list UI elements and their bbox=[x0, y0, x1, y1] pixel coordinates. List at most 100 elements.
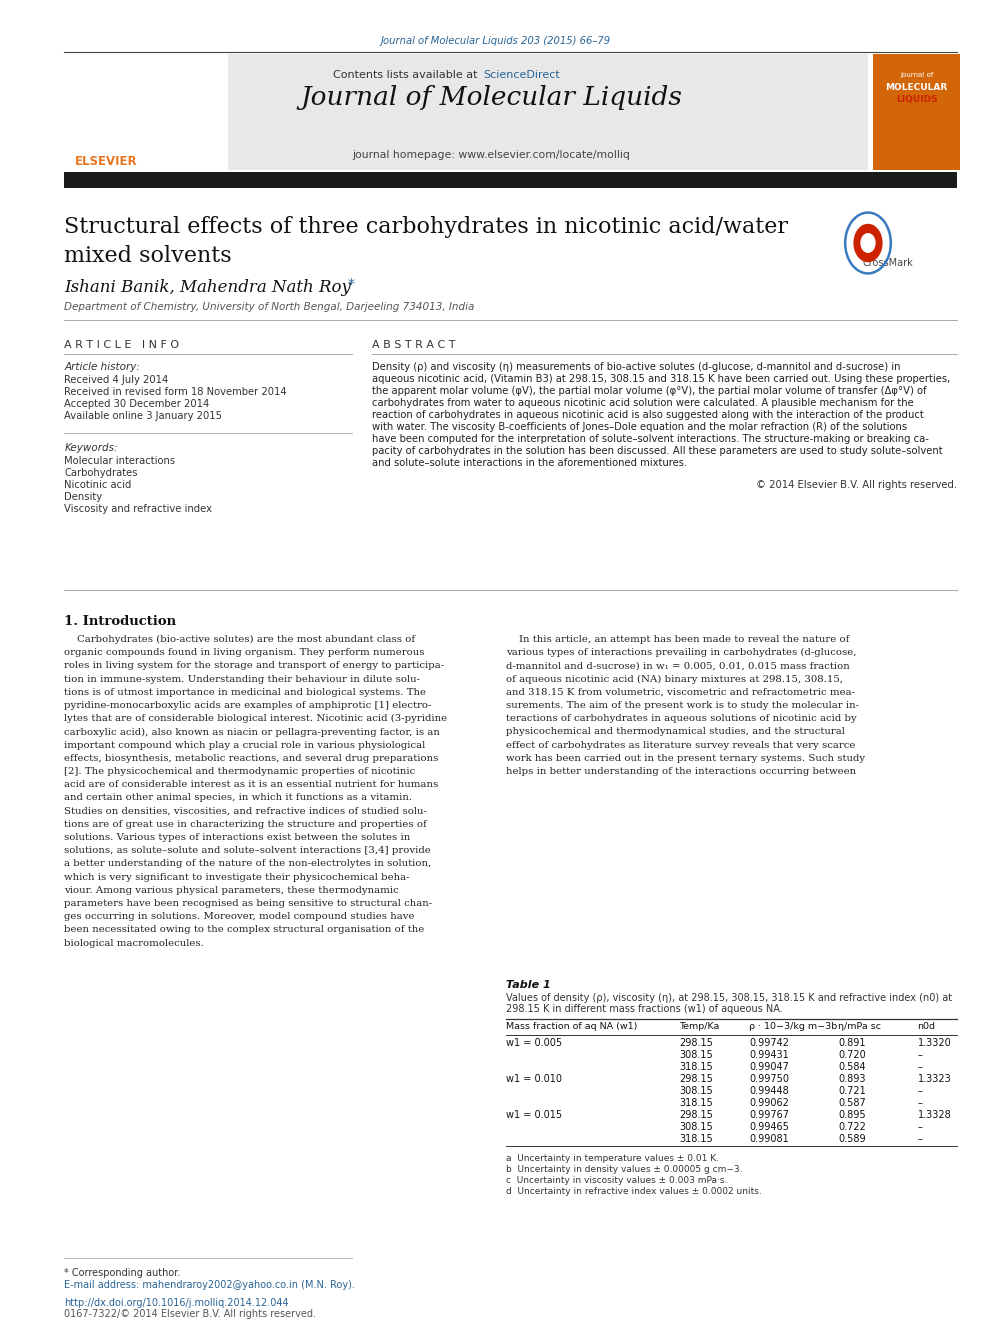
Bar bbox=[873, 54, 960, 169]
Text: have been computed for the interpretation of solute–solvent interactions. The st: have been computed for the interpretatio… bbox=[372, 434, 929, 445]
Text: 0.587: 0.587 bbox=[838, 1098, 866, 1107]
Text: A B S T R A C T: A B S T R A C T bbox=[372, 340, 455, 351]
Text: 1.3323: 1.3323 bbox=[918, 1074, 951, 1084]
Circle shape bbox=[861, 234, 875, 253]
Text: E-mail address: mahendraroy2002@yahoo.co.in (M.N. Roy).: E-mail address: mahendraroy2002@yahoo.co… bbox=[64, 1279, 355, 1290]
Text: 0.99465: 0.99465 bbox=[749, 1122, 789, 1132]
Text: ELSEVIER: ELSEVIER bbox=[74, 155, 137, 168]
Text: journal homepage: www.elsevier.com/locate/molliq: journal homepage: www.elsevier.com/locat… bbox=[352, 149, 630, 160]
Text: 1.3328: 1.3328 bbox=[918, 1110, 951, 1121]
Text: 0.895: 0.895 bbox=[838, 1110, 866, 1121]
Text: pacity of carbohydrates in the solution has been discussed. All these parameters: pacity of carbohydrates in the solution … bbox=[372, 446, 942, 456]
Text: Contents lists available at: Contents lists available at bbox=[333, 70, 481, 79]
Text: 0167-7322/© 2014 Elsevier B.V. All rights reserved.: 0167-7322/© 2014 Elsevier B.V. All right… bbox=[64, 1308, 316, 1319]
Text: –: – bbox=[918, 1050, 923, 1060]
Text: viour. Among various physical parameters, these thermodynamic: viour. Among various physical parameters… bbox=[64, 886, 399, 894]
Text: been necessitated owing to the complex structural organisation of the: been necessitated owing to the complex s… bbox=[64, 925, 425, 934]
Text: solutions. Various types of interactions exist between the solutes in: solutions. Various types of interactions… bbox=[64, 833, 411, 841]
Text: various types of interactions prevailing in carbohydrates (d-glucose,: various types of interactions prevailing… bbox=[506, 648, 856, 658]
Text: [2]. The physicochemical and thermodynamic properties of nicotinic: [2]. The physicochemical and thermodynam… bbox=[64, 767, 416, 777]
Text: tion in immune-system. Understanding their behaviour in dilute solu-: tion in immune-system. Understanding the… bbox=[64, 675, 421, 684]
Bar bbox=[64, 172, 957, 188]
Text: © 2014 Elsevier B.V. All rights reserved.: © 2014 Elsevier B.V. All rights reserved… bbox=[756, 480, 957, 490]
Text: 1.3320: 1.3320 bbox=[918, 1039, 951, 1048]
Text: 0.893: 0.893 bbox=[838, 1074, 866, 1084]
Text: –: – bbox=[918, 1122, 923, 1132]
Text: –: – bbox=[918, 1062, 923, 1072]
Text: 308.15: 308.15 bbox=[680, 1122, 713, 1132]
Text: 318.15: 318.15 bbox=[680, 1062, 713, 1072]
Text: –: – bbox=[918, 1086, 923, 1095]
Text: solutions, as solute–solute and solute–solvent interactions [3,4] provide: solutions, as solute–solute and solute–s… bbox=[64, 847, 432, 855]
Text: Carbohydrates (bio-active solutes) are the most abundant class of: Carbohydrates (bio-active solutes) are t… bbox=[64, 635, 416, 644]
Text: ScienceDirect: ScienceDirect bbox=[483, 70, 559, 79]
Text: Carbohydrates: Carbohydrates bbox=[64, 468, 138, 478]
Text: –: – bbox=[918, 1098, 923, 1107]
Text: teractions of carbohydrates in aqueous solutions of nicotinic acid by: teractions of carbohydrates in aqueous s… bbox=[506, 714, 857, 724]
Text: Molecular interactions: Molecular interactions bbox=[64, 456, 176, 466]
Text: http://dx.doi.org/10.1016/j.molliq.2014.12.044: http://dx.doi.org/10.1016/j.molliq.2014.… bbox=[64, 1298, 289, 1308]
Text: of aqueous nicotinic acid (NA) binary mixtures at 298.15, 308.15,: of aqueous nicotinic acid (NA) binary mi… bbox=[506, 675, 843, 684]
Text: *: * bbox=[347, 277, 354, 291]
Text: acid are of considerable interest as it is an essential nutrient for humans: acid are of considerable interest as it … bbox=[64, 781, 438, 790]
Text: pyridine-monocarboxylic acids are examples of amphiprotic [1] electro-: pyridine-monocarboxylic acids are exampl… bbox=[64, 701, 432, 710]
Text: physicochemical and thermodynamical studies, and the structural: physicochemical and thermodynamical stud… bbox=[506, 728, 845, 737]
Text: 318.15: 318.15 bbox=[680, 1098, 713, 1107]
Text: A R T I C L E   I N F O: A R T I C L E I N F O bbox=[64, 340, 180, 351]
Bar bbox=[228, 54, 868, 169]
Text: organic compounds found in living organism. They perform numerous: organic compounds found in living organi… bbox=[64, 648, 425, 658]
Text: Ishani Banik, Mahendra Nath Roy: Ishani Banik, Mahendra Nath Roy bbox=[64, 279, 351, 296]
Text: surements. The aim of the present work is to study the molecular in-: surements. The aim of the present work i… bbox=[506, 701, 859, 710]
Text: 0.721: 0.721 bbox=[838, 1086, 866, 1095]
Text: Accepted 30 December 2014: Accepted 30 December 2014 bbox=[64, 400, 209, 409]
Text: 1. Introduction: 1. Introduction bbox=[64, 615, 177, 628]
Text: carboxylic acid), also known as niacin or pellagra-preventing factor, is an: carboxylic acid), also known as niacin o… bbox=[64, 728, 440, 737]
Text: 0.99047: 0.99047 bbox=[749, 1062, 789, 1072]
Text: Department of Chemistry, University of North Bengal, Darjeeling 734013, India: Department of Chemistry, University of N… bbox=[64, 302, 475, 312]
Text: Received in revised form 18 November 2014: Received in revised form 18 November 201… bbox=[64, 388, 287, 397]
Text: w1 = 0.015: w1 = 0.015 bbox=[506, 1110, 562, 1121]
Text: which is very significant to investigate their physicochemical beha-: which is very significant to investigate… bbox=[64, 873, 410, 881]
Text: –: – bbox=[918, 1134, 923, 1144]
Text: 298.15: 298.15 bbox=[680, 1110, 713, 1121]
Text: 298.15: 298.15 bbox=[680, 1074, 713, 1084]
Text: MOLECULAR: MOLECULAR bbox=[886, 83, 947, 93]
Text: and solute–solute interactions in the aforementioned mixtures.: and solute–solute interactions in the af… bbox=[372, 458, 687, 468]
Text: 0.99081: 0.99081 bbox=[749, 1134, 789, 1144]
Text: Structural effects of three carbohydrates in nicotinic acid/water: Structural effects of three carbohydrate… bbox=[64, 216, 789, 238]
Text: 318.15: 318.15 bbox=[680, 1134, 713, 1144]
Text: Table 1: Table 1 bbox=[506, 980, 551, 990]
Text: 298.15 K in different mass fractions (w1) of aqueous NA.: 298.15 K in different mass fractions (w1… bbox=[506, 1004, 783, 1013]
Text: ρ · 10−3/kg m−3b: ρ · 10−3/kg m−3b bbox=[749, 1021, 837, 1031]
Text: 0.99750: 0.99750 bbox=[749, 1074, 789, 1084]
Text: carbohydrates from water to aqueous nicotinic acid solution were calculated. A p: carbohydrates from water to aqueous nico… bbox=[372, 398, 914, 407]
Text: and certain other animal species, in which it functions as a vitamin.: and certain other animal species, in whi… bbox=[64, 794, 413, 803]
Text: parameters have been recognised as being sensitive to structural chan-: parameters have been recognised as being… bbox=[64, 900, 433, 908]
Text: In this article, an attempt has been made to reveal the nature of: In this article, an attempt has been mad… bbox=[506, 635, 849, 644]
Text: Article history:: Article history: bbox=[64, 363, 140, 372]
Text: * Corresponding author.: * Corresponding author. bbox=[64, 1267, 181, 1278]
Text: 308.15: 308.15 bbox=[680, 1050, 713, 1060]
Text: Viscosity and refractive index: Viscosity and refractive index bbox=[64, 504, 212, 515]
Text: 0.722: 0.722 bbox=[838, 1122, 866, 1132]
Text: b  Uncertainty in density values ± 0.00005 g cm−3.: b Uncertainty in density values ± 0.0000… bbox=[506, 1166, 742, 1174]
Text: w1 = 0.005: w1 = 0.005 bbox=[506, 1039, 562, 1048]
Text: 0.584: 0.584 bbox=[838, 1062, 866, 1072]
Text: 0.589: 0.589 bbox=[838, 1134, 866, 1144]
Text: with water. The viscosity B-coefficients of Jones–Dole equation and the molar re: with water. The viscosity B-coefficients… bbox=[372, 422, 907, 433]
Text: 308.15: 308.15 bbox=[680, 1086, 713, 1095]
Text: the apparent molar volume (φV), the partial molar volume (φ°V), the partial mola: the apparent molar volume (φV), the part… bbox=[372, 386, 927, 396]
Text: reaction of carbohydrates in aqueous nicotinic acid is also suggested along with: reaction of carbohydrates in aqueous nic… bbox=[372, 410, 924, 419]
Text: LIQUIDS: LIQUIDS bbox=[896, 95, 937, 105]
Text: tions is of utmost importance in medicinal and biological systems. The: tions is of utmost importance in medicin… bbox=[64, 688, 427, 697]
Text: mixed solvents: mixed solvents bbox=[64, 245, 232, 267]
Text: Density: Density bbox=[64, 492, 102, 501]
Text: a better understanding of the nature of the non-electrolytes in solution,: a better understanding of the nature of … bbox=[64, 860, 432, 868]
Text: and 318.15 K from volumetric, viscometric and refractometric mea-: and 318.15 K from volumetric, viscometri… bbox=[506, 688, 855, 697]
Text: biological macromolecules.: biological macromolecules. bbox=[64, 938, 204, 947]
Text: Journal of Molecular Liquids 203 (2015) 66–79: Journal of Molecular Liquids 203 (2015) … bbox=[381, 36, 611, 46]
Text: important compound which play a crucial role in various physiological: important compound which play a crucial … bbox=[64, 741, 426, 750]
Text: Mass fraction of aq NA (w1): Mass fraction of aq NA (w1) bbox=[506, 1021, 637, 1031]
Text: 0.99448: 0.99448 bbox=[749, 1086, 789, 1095]
Text: effect of carbohydrates as literature survey reveals that very scarce: effect of carbohydrates as literature su… bbox=[506, 741, 855, 750]
